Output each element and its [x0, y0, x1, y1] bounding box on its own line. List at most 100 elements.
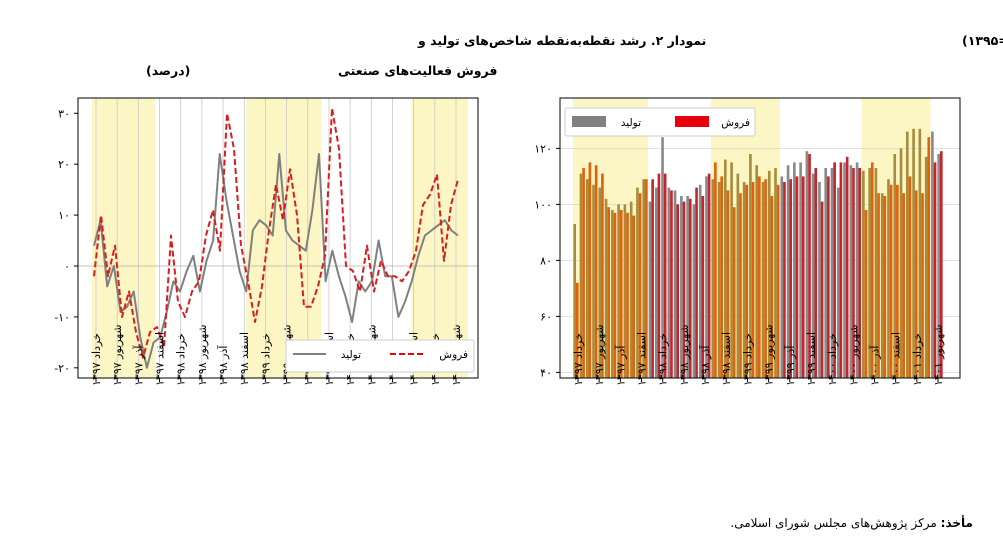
bar-sales — [632, 215, 636, 378]
x-tick-label: اسفند ۱۳۹۷ — [154, 332, 167, 386]
x-tick-label: آذر ۱۳۹۹ — [783, 345, 797, 386]
chart1-legend-box — [564, 107, 756, 137]
bar-production — [912, 128, 915, 378]
bar-production — [836, 187, 840, 378]
bar-production — [862, 170, 865, 378]
bar-production — [918, 128, 922, 378]
bar-production — [623, 204, 627, 378]
bar-sales — [582, 168, 585, 378]
bar-production — [617, 204, 620, 378]
x-tick-label: خرداد ۱۳۹۹ — [741, 333, 754, 386]
bar-sales — [764, 179, 767, 378]
x-tick-label: آذر ۱۳۹۷ — [613, 345, 627, 386]
bar-sales — [933, 162, 937, 378]
bar-sales — [758, 176, 761, 378]
x-tick-label: شهریور ۱۳۹۸ — [196, 324, 209, 386]
y-tick-label: -۲۰ — [54, 362, 70, 375]
bar-production — [661, 137, 664, 378]
bar-sales — [607, 207, 611, 378]
bar-production — [799, 162, 802, 378]
x-tick-label: خرداد ۱۳۹۸ — [657, 333, 670, 386]
bar-sales — [619, 210, 623, 378]
bar-production — [648, 201, 652, 378]
bar-production — [705, 176, 708, 378]
bar-production — [673, 190, 677, 378]
bar-production — [592, 184, 595, 378]
bar-production — [642, 179, 646, 378]
bar-sales — [657, 173, 661, 378]
line-series-production — [93, 153, 459, 369]
line-chart: ۳۰ ۲۰ ۱۰ ۰ -۱۰ -۲۰ خرداد ۱۳۹۷ شهریور ۱۳۹۷ آذر ۱… — [54, 97, 479, 386]
chart1-frame — [559, 97, 961, 379]
bar-sales — [626, 212, 629, 378]
bar-production — [924, 156, 928, 378]
bar-sales — [820, 201, 824, 378]
bar-production — [749, 154, 752, 378]
bar-production — [843, 162, 846, 378]
bar-production — [811, 173, 815, 378]
bar-sales — [588, 162, 592, 378]
source-text: مرکز پژوهش‌های مجلس شورای اسلامی. — [730, 516, 937, 530]
bar-sales — [896, 184, 899, 378]
bar-sales — [645, 179, 648, 378]
bar-sales — [902, 193, 905, 378]
bar-sales — [845, 156, 849, 378]
bar-production — [654, 187, 658, 378]
bar-sales — [670, 190, 673, 378]
y-tick-label: ۱۰ — [58, 209, 70, 222]
bar-sales — [870, 162, 874, 378]
bar-production — [711, 179, 715, 378]
bar-production — [805, 151, 809, 378]
bar-sales — [613, 212, 617, 378]
y-tick-label: ۱۲۰ — [534, 142, 552, 155]
bar-sales — [682, 201, 686, 378]
highlight-band — [411, 98, 468, 378]
bar-production — [774, 168, 777, 378]
x-tick-label: اسفند ۱۳۹۷ — [636, 332, 649, 386]
bar-sales — [676, 204, 680, 378]
bar-production — [767, 170, 771, 378]
bar-production — [636, 187, 639, 378]
bar-production — [880, 193, 884, 378]
x-tick-label: خرداد ۱۳۹۷ — [90, 333, 103, 386]
bar-sales — [701, 196, 705, 378]
bar-sales — [714, 162, 717, 378]
legend-label-production: تولید — [621, 117, 641, 129]
legend-label-sales: فروش — [721, 117, 750, 129]
bar-sales — [751, 182, 755, 378]
bar-production — [855, 162, 859, 378]
bar-production — [579, 173, 583, 378]
bar-sales — [927, 137, 931, 378]
chart2-legend: تولید فروش — [285, 339, 475, 373]
bar-sales — [808, 154, 811, 378]
x-tick-label: اسفند ۱۳۹۸ — [720, 332, 733, 386]
bar-sales — [852, 168, 855, 378]
bar-sales — [601, 173, 604, 378]
bar-sales — [638, 193, 642, 378]
legend-label-sales-2: فروش — [439, 349, 468, 361]
bar-sales — [695, 187, 698, 378]
bar-production — [611, 210, 614, 378]
bar-production — [573, 224, 576, 378]
bar-sales — [883, 196, 887, 378]
bar-sales — [801, 176, 805, 378]
line-series-sales — [93, 107, 459, 359]
x-tick-label: شهریور ۱۳۹۸ — [678, 324, 691, 386]
bar-production — [830, 168, 834, 378]
x-tick-label: آذر ۱۴۰۰ — [867, 345, 881, 386]
bar-sales — [739, 193, 742, 378]
x-tick-label: خرداد ۱۳۹۹ — [259, 333, 272, 386]
bar-production — [692, 204, 696, 378]
bar-production — [780, 176, 784, 378]
bar-production — [667, 187, 671, 378]
bar-production — [698, 184, 702, 378]
bar-production — [849, 165, 853, 378]
x-tick-label: اسفند ۱۳۹۸ — [238, 332, 251, 386]
chart2-unit: (درصد) — [146, 63, 190, 78]
bar-production — [931, 131, 934, 378]
bar-production — [887, 179, 890, 378]
x-tick-label: شهریور ۱۴۰۱ — [932, 324, 945, 386]
bar-sales — [576, 282, 579, 378]
y-tick-label: ۲۰ — [58, 158, 70, 171]
x-tick-label: اسفند ۱۴۰۰ — [890, 332, 903, 386]
